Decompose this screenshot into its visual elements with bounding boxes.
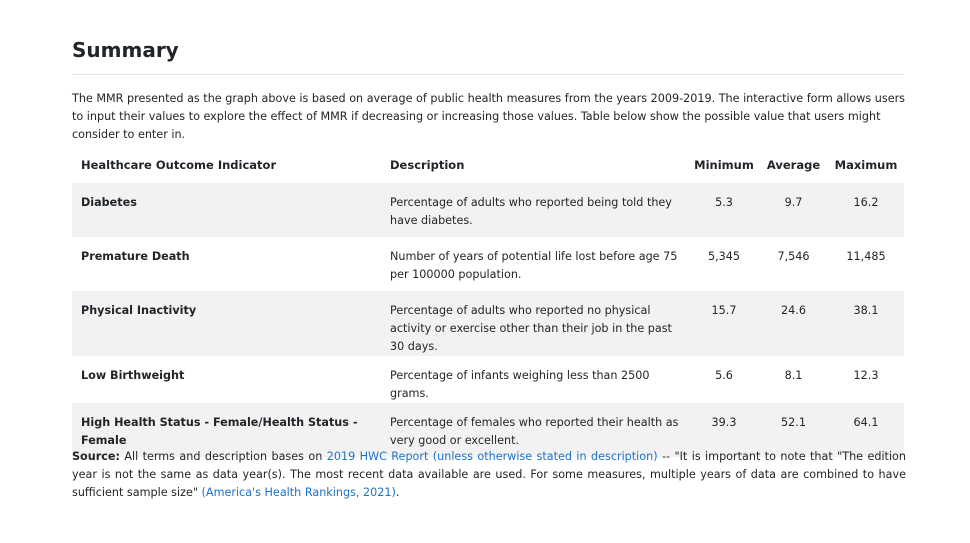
maximum-cell: 38.1	[853, 304, 879, 317]
indicator-cell: Diabetes	[81, 196, 137, 209]
indicator-cell: Low Birthweight	[81, 369, 185, 382]
header-maximum: Maximum	[834, 158, 898, 172]
minimum-cell: 5.6	[715, 369, 733, 382]
average-cell: 7,546	[777, 250, 810, 263]
average-cell: 9.7	[784, 196, 803, 209]
average-cell: 52.1	[781, 416, 806, 429]
minimum-cell: 5.3	[715, 196, 733, 209]
maximum-cell: 64.1	[853, 416, 879, 429]
source-end: .	[395, 486, 400, 499]
source-note: Source: All terms and description bases …	[72, 448, 906, 502]
minimum-cell: 39.3	[711, 416, 737, 429]
title-divider	[72, 74, 904, 75]
source-quote: -- "It is important to note that "The ed…	[72, 450, 906, 499]
table-row: Premature Death Number of years of poten…	[72, 237, 904, 291]
average-cell: 24.6	[781, 304, 806, 317]
indicator-cell: Physical Inactivity	[81, 304, 197, 317]
description-cell: Percentage of adults who reported being …	[390, 196, 672, 227]
table-row: Physical Inactivity Percentage of adults…	[72, 291, 904, 356]
description-cell: Percentage of females who reported their…	[390, 416, 679, 447]
header-minimum: Minimum	[694, 158, 754, 172]
indicator-table: Healthcare Outcome Indicator Description…	[72, 147, 904, 457]
table-row: Low Birthweight Percentage of infants we…	[72, 356, 904, 403]
header-description: Description	[390, 158, 465, 172]
source-text: All terms and description bases on	[119, 450, 327, 463]
intro-paragraph: The MMR presented as the graph above is …	[72, 92, 906, 141]
table-row: Diabetes Percentage of adults who report…	[72, 183, 904, 237]
health-rankings-link[interactable]: (America's Health Rankings, 2021)	[201, 486, 396, 499]
header-indicator: Healthcare Outcome Indicator	[81, 158, 277, 172]
description-cell: Percentage of adults who reported no phy…	[390, 304, 672, 353]
header-average: Average	[766, 158, 821, 172]
minimum-cell: 5,345	[707, 250, 741, 263]
maximum-cell: 11,485	[846, 250, 886, 263]
maximum-cell: 12.3	[853, 369, 879, 382]
table-row: High Health Status - Female/Health Statu…	[72, 403, 904, 457]
page-title: Summary	[72, 38, 179, 62]
table-header-row: Healthcare Outcome Indicator Description…	[72, 147, 904, 183]
hwc-report-link[interactable]: 2019 HWC Report (unless otherwise stated…	[326, 450, 658, 463]
source-label: Source:	[72, 450, 120, 463]
description-cell: Percentage of infants weighing less than…	[390, 369, 650, 400]
indicator-cell: Premature Death	[81, 250, 190, 263]
average-cell: 8.1	[784, 369, 803, 382]
minimum-cell: 15.7	[711, 304, 737, 317]
description-cell: Number of years of potential life lost b…	[390, 250, 678, 281]
indicator-cell: High Health Status - Female/Health Statu…	[81, 416, 358, 447]
maximum-cell: 16.2	[853, 196, 879, 209]
